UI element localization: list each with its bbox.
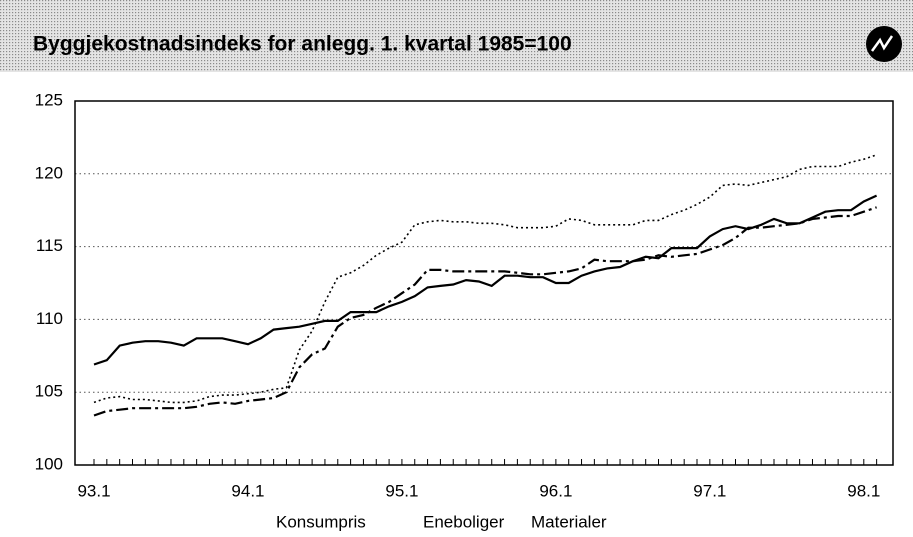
- y-tick-label: 110: [36, 309, 63, 328]
- series-line: [93, 206, 877, 417]
- x-tick-label: 98.1: [847, 481, 880, 500]
- plot-frame: [74, 100, 894, 466]
- series-line: [93, 194, 878, 366]
- x-tick-label: 96.1: [539, 481, 572, 500]
- legend-label: Materialer: [531, 512, 607, 531]
- series-line: [93, 154, 877, 404]
- legend-label: Konsumpris: [276, 512, 366, 531]
- x-tick-label: 93.1: [77, 481, 110, 500]
- x-tick-label: 94.1: [231, 481, 264, 500]
- y-tick-label: 115: [36, 236, 63, 255]
- y-tick-label: 125: [35, 90, 63, 109]
- chart-title: Byggjekostnadsindeks for anlegg. 1. kvar…: [33, 33, 572, 56]
- y-tick-label: 100: [35, 454, 63, 473]
- y-tick-label: 105: [35, 382, 63, 401]
- x-tick-label: 95.1: [385, 481, 418, 500]
- title-bar: [0, 0, 913, 72]
- legend-label: Eneboliger: [423, 512, 505, 531]
- x-tick-label: 97.1: [693, 481, 726, 500]
- y-tick-label: 120: [35, 163, 63, 182]
- logo: [866, 26, 902, 62]
